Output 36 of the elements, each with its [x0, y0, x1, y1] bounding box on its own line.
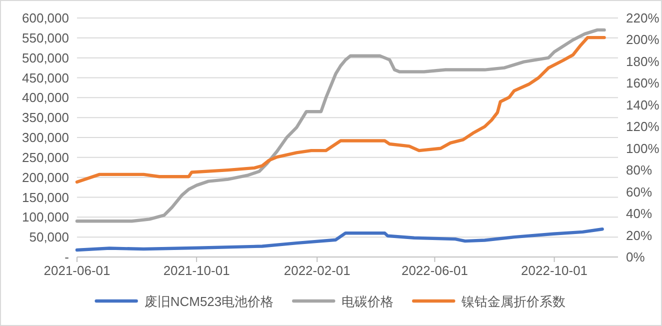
y2-tick-label: 220% [626, 10, 660, 26]
y-tick-label: 400,000 [22, 90, 69, 106]
x-tick-label: 2022-02-01 [284, 263, 350, 278]
y2-tick-label: 160% [626, 76, 660, 91]
y-tick-label: 50,000 [29, 230, 69, 245]
y2-tick-label: 140% [626, 97, 660, 112]
y-tick-label: 450,000 [22, 70, 69, 86]
y2-tick-label: 60% [626, 184, 652, 200]
y2-tick-label: 200% [626, 32, 660, 48]
legend-label: 电碳价格 [342, 294, 394, 309]
y-tick-label: 200,000 [22, 170, 69, 185]
y-tick-label: 250,000 [22, 150, 69, 165]
y-tick-label: 100,000 [22, 210, 69, 225]
y-tick-label: 500,000 [22, 50, 69, 66]
legend-label: 废旧NCM523电池价格 [144, 294, 274, 309]
y-tick-label: 350,000 [22, 110, 69, 126]
line-series [75, 36, 606, 184]
y-tick-label: - [64, 250, 69, 264]
y2-tick-label: 80% [626, 162, 652, 178]
y2-tick-label: 0% [626, 250, 646, 264]
y2-tick-label: 180% [626, 54, 660, 69]
x-tick-label: 2021-06-01 [44, 263, 110, 278]
line-series [75, 228, 604, 252]
y-tick-label: 550,000 [22, 30, 69, 46]
y2-tick-label: 40% [626, 206, 652, 222]
line-series [75, 28, 606, 223]
y2-tick-label: 20% [626, 228, 652, 243]
y2-tick-label: 100% [626, 140, 660, 156]
x-tick-label: 2022-06-01 [401, 263, 468, 278]
y2-tick-label: 120% [626, 119, 660, 134]
legend-label: 镍钴金属折价系数 [460, 294, 566, 309]
x-tick-label: 2021-10-01 [163, 263, 230, 278]
y-tick-label: 150,000 [22, 190, 69, 205]
y-tick-label: 600,000 [22, 10, 69, 26]
x-tick-label: 2022-10-01 [521, 263, 588, 278]
y-tick-label: 300,000 [22, 130, 69, 145]
